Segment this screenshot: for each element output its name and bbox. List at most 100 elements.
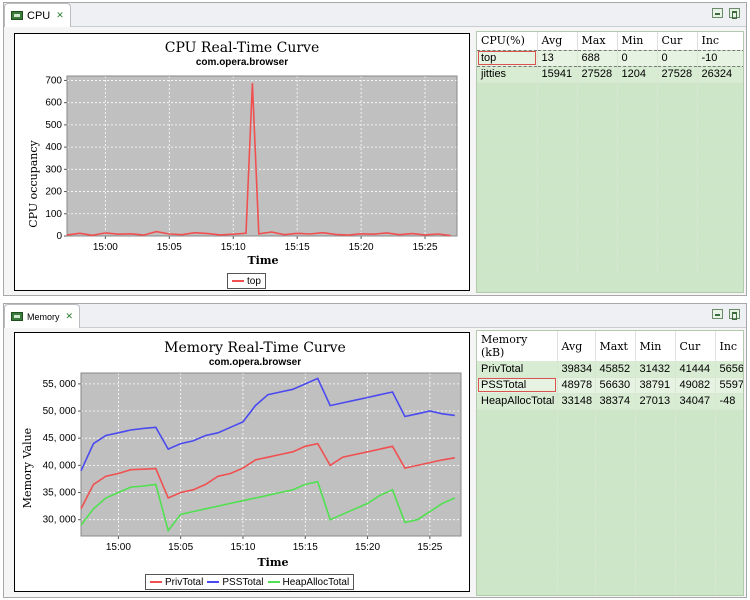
empty-table-cell xyxy=(657,82,698,99)
memory-y-tick-label: 50, 000 xyxy=(43,406,77,417)
table-row[interactable]: PrivTotal 39834 45852 31432 41444 5656 xyxy=(477,361,743,378)
empty-table-cell xyxy=(697,98,743,115)
table-row[interactable]: top 13 688 0 0 -10 xyxy=(477,49,743,67)
legend-label-psstotal: PSSTotal xyxy=(222,576,264,588)
empty-table-cell xyxy=(635,473,676,490)
maximize-button[interactable] xyxy=(729,8,740,19)
empty-table-cell xyxy=(577,130,618,147)
cpu-y-tick-label: 300 xyxy=(45,164,62,175)
empty-table-cell xyxy=(477,242,538,259)
column-header[interactable]: CPU(%) xyxy=(477,32,538,50)
empty-table-row xyxy=(477,114,743,131)
empty-table-cell xyxy=(715,585,743,595)
minimize-button[interactable] xyxy=(712,309,723,319)
empty-table-cell xyxy=(617,82,658,99)
monitor-icon xyxy=(11,11,23,20)
empty-table-cell xyxy=(715,569,743,586)
legend-item-heapalloctotal: HeapAllocTotal xyxy=(267,576,350,588)
legend-item-top: top xyxy=(232,276,261,287)
minimize-button[interactable] xyxy=(712,8,723,18)
memory-x-tick-label: 15:20 xyxy=(355,542,380,553)
column-header[interactable]: Cur xyxy=(657,32,698,50)
column-header[interactable]: Memory (kB) xyxy=(477,331,558,361)
cpu-panel: CPU ✕ CPU Real-Time Curve com.opera.brow… xyxy=(3,2,747,296)
empty-table-cell xyxy=(697,178,743,195)
empty-table-row xyxy=(477,210,743,227)
table-cell: 33148 xyxy=(557,393,596,410)
maximize-button[interactable] xyxy=(729,309,740,320)
cpu-plot-area: 0 100 200 300 400 500 600 700 15:00 15:05 15:10 15:… xyxy=(45,75,458,253)
empty-table-cell xyxy=(657,130,698,147)
table-cell-name: jitties xyxy=(477,66,538,83)
memory-x-axis-label: Time xyxy=(257,556,288,569)
empty-table-cell xyxy=(477,194,538,211)
column-header[interactable]: Avg xyxy=(537,32,578,50)
empty-table-cell xyxy=(635,489,676,506)
empty-table-cell xyxy=(595,473,636,490)
empty-table-cell xyxy=(657,194,698,211)
table-cell: 15941 xyxy=(537,66,578,83)
legend-label-heapalloctotal: HeapAllocTotal xyxy=(282,576,350,588)
empty-table-cell xyxy=(635,521,676,538)
table-row[interactable]: jitties 15941 27528 1204 27528 26324 xyxy=(477,66,743,83)
column-header[interactable]: Max xyxy=(577,32,618,50)
cpu-y-tick-label: 700 xyxy=(45,75,62,86)
table-row[interactable]: HeapAllocTotal 33148 38374 27013 34047 -… xyxy=(477,393,743,410)
memory-series-heapalloctotal xyxy=(80,480,456,533)
empty-table-cell xyxy=(557,457,596,474)
empty-table-cell xyxy=(537,146,578,163)
memory-chart-subtitle: com.opera.browser xyxy=(209,357,301,368)
table-cell: 27013 xyxy=(635,393,676,410)
empty-table-cell xyxy=(617,146,658,163)
empty-table-cell xyxy=(557,553,596,570)
table-cell: 0 xyxy=(617,49,658,67)
table-cell: 34047 xyxy=(675,393,716,410)
empty-table-cell xyxy=(675,457,716,474)
empty-table-cell xyxy=(595,505,636,522)
cpu-x-tick-label: 15:00 xyxy=(93,242,118,253)
empty-table-cell xyxy=(595,457,636,474)
empty-table-cell xyxy=(675,441,716,458)
empty-table-cell xyxy=(675,473,716,490)
column-header[interactable]: Cur xyxy=(675,331,716,361)
empty-table-cell xyxy=(477,521,558,538)
empty-table-cell xyxy=(675,569,716,586)
close-icon[interactable]: ✕ xyxy=(56,10,64,20)
tab-memory[interactable]: Memory ✕ xyxy=(4,304,81,328)
empty-table-cell xyxy=(537,194,578,211)
empty-table-cell xyxy=(477,409,558,426)
memory-chart-title: Memory Real-Time Curve xyxy=(164,340,346,356)
table-row[interactable]: PSSTotal 48978 56630 38791 49082 5597 xyxy=(477,377,743,394)
empty-table-cell xyxy=(477,130,538,147)
empty-table-cell xyxy=(557,409,596,426)
table-cell: 13 xyxy=(537,49,578,67)
column-header[interactable]: Inc xyxy=(697,32,743,50)
column-header[interactable]: Avg xyxy=(557,331,596,361)
empty-table-cell xyxy=(657,258,698,275)
cpu-y-tick-label: 200 xyxy=(45,187,62,198)
table-cell: -10 xyxy=(697,49,743,67)
close-icon[interactable]: ✕ xyxy=(65,311,74,321)
empty-table-cell xyxy=(635,505,676,522)
empty-table-cell xyxy=(537,226,578,243)
empty-table-cell xyxy=(557,585,596,595)
memory-x-tick-label: 15:10 xyxy=(230,542,255,553)
column-header[interactable]: Min xyxy=(617,32,658,50)
column-header[interactable]: Inc xyxy=(715,331,743,361)
column-header[interactable]: Min xyxy=(635,331,676,361)
empty-table-cell xyxy=(537,258,578,275)
empty-table-row xyxy=(477,569,743,586)
tab-memory-label: Memory xyxy=(27,311,60,322)
cpu-y-tick-label: 100 xyxy=(45,209,62,220)
empty-table-row xyxy=(477,473,743,490)
empty-table-cell xyxy=(715,505,743,522)
column-header[interactable]: Maxt xyxy=(595,331,636,361)
cpu-series-top xyxy=(66,83,451,237)
memory-window-controls xyxy=(712,309,740,320)
empty-table-cell xyxy=(477,585,558,595)
tab-cpu[interactable]: CPU ✕ xyxy=(4,3,71,27)
empty-table-cell xyxy=(697,226,743,243)
legend-item-psstotal: PSSTotal xyxy=(207,576,264,588)
empty-table-cell xyxy=(477,114,538,131)
empty-table-cell xyxy=(477,210,538,227)
